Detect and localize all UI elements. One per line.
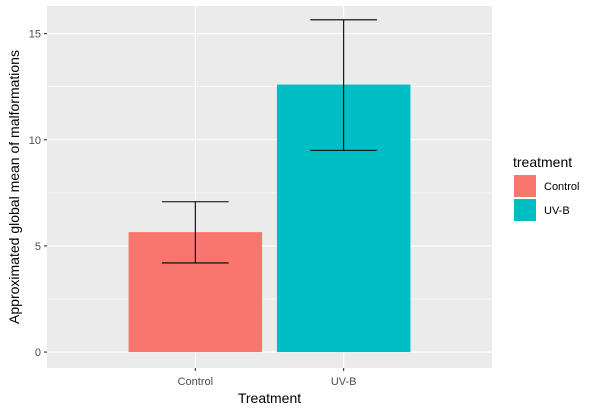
legend-key-uvb [514,199,536,221]
legend-title: treatment [513,154,572,170]
error-bars [161,19,378,264]
y-tick-label: 5 [35,241,41,253]
legend-label-uvb: UV-B [544,205,570,217]
legend: treatment Control UV-B [513,154,579,221]
x-tick-label: UV-B [331,376,357,388]
x-tick-label: Control [178,376,213,388]
x-axis-title: Treatment [238,390,301,406]
y-tick-label: 0 [35,347,41,359]
y-tick-label: 10 [29,135,41,147]
grid-minor [47,86,492,300]
panel-background [47,6,492,368]
y-axis-title: Approximated global mean of malformation… [6,50,22,324]
legend-key-control [514,175,536,197]
legend-label-control: Control [544,181,579,193]
y-tick-label: 15 [29,29,41,41]
y-axis-ticks: 0 5 10 15 [29,29,47,359]
x-axis-ticks: Control UV-B [178,368,357,388]
